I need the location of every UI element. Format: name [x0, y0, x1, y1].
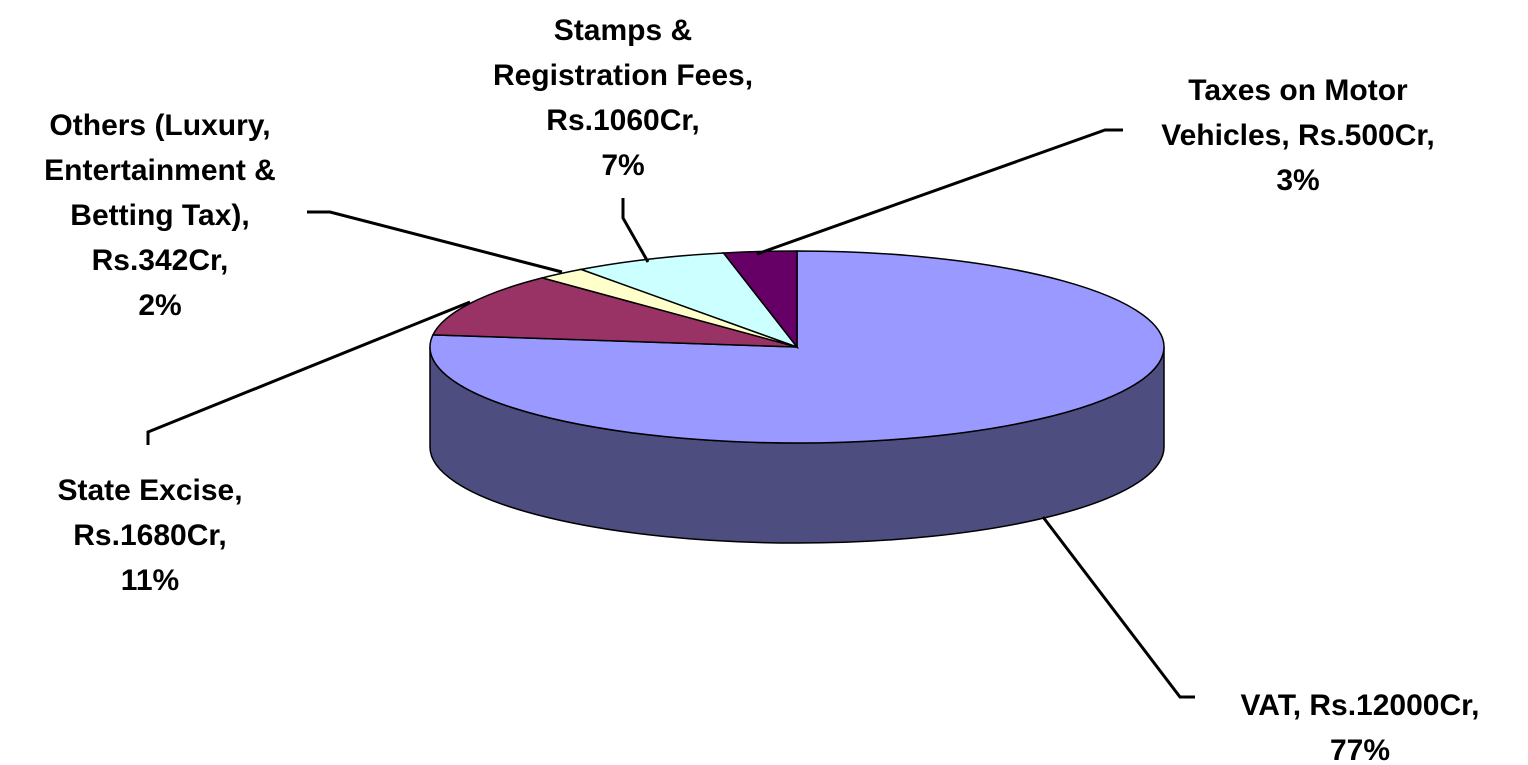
- data-label: VAT, Rs.12000Cr, 77%: [1240, 689, 1480, 765]
- data-label: State Excise, Rs.1680Cr, 11%: [57, 474, 243, 597]
- leader-line: [146, 300, 471, 445]
- leader-line: [621, 198, 650, 263]
- slice: [578, 252, 800, 349]
- slice: [429, 250, 1165, 444]
- leader-line: [1041, 516, 1195, 699]
- data-label: Taxes on Motor Vehicles, Rs.500Cr, 3%: [1161, 74, 1435, 197]
- data-label: Stamps & Registration Fees, Rs.1060Cr, 7…: [492, 14, 754, 182]
- leader-line: [307, 210, 563, 274]
- data-label: Others (Luxury, Entertainment & Betting …: [44, 109, 276, 322]
- leader-line: [756, 128, 1123, 256]
